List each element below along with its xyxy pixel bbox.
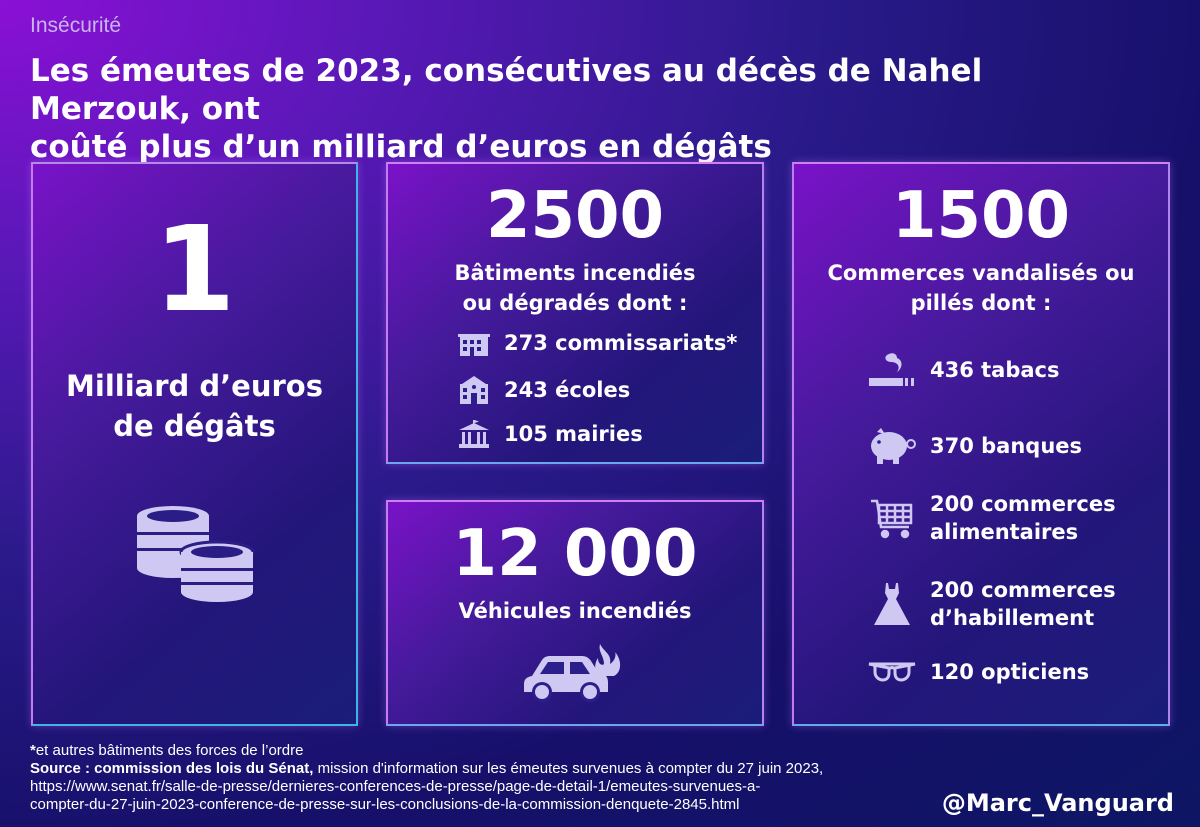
item-label: 105 mairies — [504, 422, 643, 446]
footnote-asterisk: * — [30, 742, 36, 759]
item-label-line-2: d’habillement — [930, 606, 1095, 630]
piggy-bank-icon — [866, 426, 918, 466]
buildings-label: Bâtiments incendiés ou dégradés dont : — [388, 258, 762, 318]
vehicles-number: 12 000 — [452, 517, 698, 591]
buildings-label-line-2: ou dégradés dont : — [462, 291, 688, 315]
dress-icon — [866, 581, 918, 627]
item-label-line-2: alimentaires — [930, 520, 1079, 544]
cost-card: 1 Milliard d’euros de dégâts — [31, 162, 358, 726]
source-url-line-2[interactable]: compter-du-27-juin-2023-conference-de-pr… — [30, 796, 740, 813]
list-item: 436 tabacs — [866, 350, 1060, 390]
headline-line-2: coûté plus d’un milliard d’euros en dégâ… — [30, 129, 772, 165]
shops-card: 1500 Commerces vandalisés ou pillés dont… — [792, 162, 1170, 726]
item-label-line-1: 200 commerces — [930, 578, 1116, 602]
cost-number: 1 — [153, 200, 236, 338]
source-text: mission d'information sur les émeutes su… — [313, 760, 824, 777]
vehicles-label: Véhicules incendiés — [458, 599, 692, 623]
shops-number: 1500 — [891, 179, 1071, 253]
school-icon — [456, 376, 492, 404]
vehicles-card: 12 000 Véhicules incendiés — [386, 500, 764, 726]
list-item: 273 commissariats* — [456, 330, 737, 356]
cigarette-icon — [866, 350, 918, 390]
burning-car-icon — [520, 642, 628, 704]
item-label: 243 écoles — [504, 378, 631, 402]
police-station-icon — [456, 330, 492, 356]
item-label: 273 commissariats* — [504, 331, 738, 355]
footnote-note-text: et autres bâtiments des forces de l’ordr… — [35, 742, 304, 759]
town-hall-icon — [456, 420, 492, 448]
shops-label: Commerces vandalisés ou pillés dont : — [794, 258, 1168, 318]
list-item: 200 commerces alimentaires — [866, 490, 1116, 546]
buildings-card: 2500 Bâtiments incendiés ou dégradés don… — [386, 162, 764, 464]
footnote-note: *et autres bâtiments des forces de l’ord… — [30, 742, 303, 759]
source-label: Source : commission des lois du Sénat, — [30, 760, 314, 777]
list-item: 243 écoles — [456, 376, 630, 404]
shops-label-line-1: Commerces vandalisés ou — [827, 261, 1135, 285]
category-label: Insécurité — [30, 14, 122, 37]
buildings-number: 2500 — [485, 179, 665, 253]
buildings-label-line-1: Bâtiments incendiés — [454, 261, 696, 285]
list-item: 105 mairies — [456, 420, 643, 448]
headline: Les émeutes de 2023, consécutives au déc… — [30, 52, 1140, 166]
source-url-line-1[interactable]: https://www.senat.fr/salle-de-presse/der… — [30, 778, 761, 795]
cost-label: Milliard d’euros de dégâts — [33, 366, 356, 446]
headline-line-1: Les émeutes de 2023, consécutives au déc… — [30, 53, 983, 127]
glasses-icon — [866, 660, 918, 684]
shopping-cart-icon — [866, 497, 918, 539]
coins-icon — [133, 504, 257, 604]
cost-label-line-1: Milliard d’euros — [66, 369, 323, 403]
list-item: 370 banques — [866, 426, 1082, 466]
item-label: 120 opticiens — [930, 660, 1090, 684]
shops-label-line-2: pillés dont : — [910, 291, 1052, 315]
list-item: 120 opticiens — [866, 660, 1089, 684]
item-label: 370 banques — [930, 434, 1083, 458]
cost-label-line-2: de dégâts — [113, 409, 276, 443]
author-handle: @Marc_Vanguard — [941, 789, 1174, 817]
footnote-source: Source : commission des lois du Sénat, m… — [30, 760, 970, 777]
item-label: 436 tabacs — [930, 358, 1060, 382]
item-label-line-1: 200 commerces — [930, 492, 1116, 516]
list-item: 200 commerces d’habillement — [866, 576, 1116, 632]
